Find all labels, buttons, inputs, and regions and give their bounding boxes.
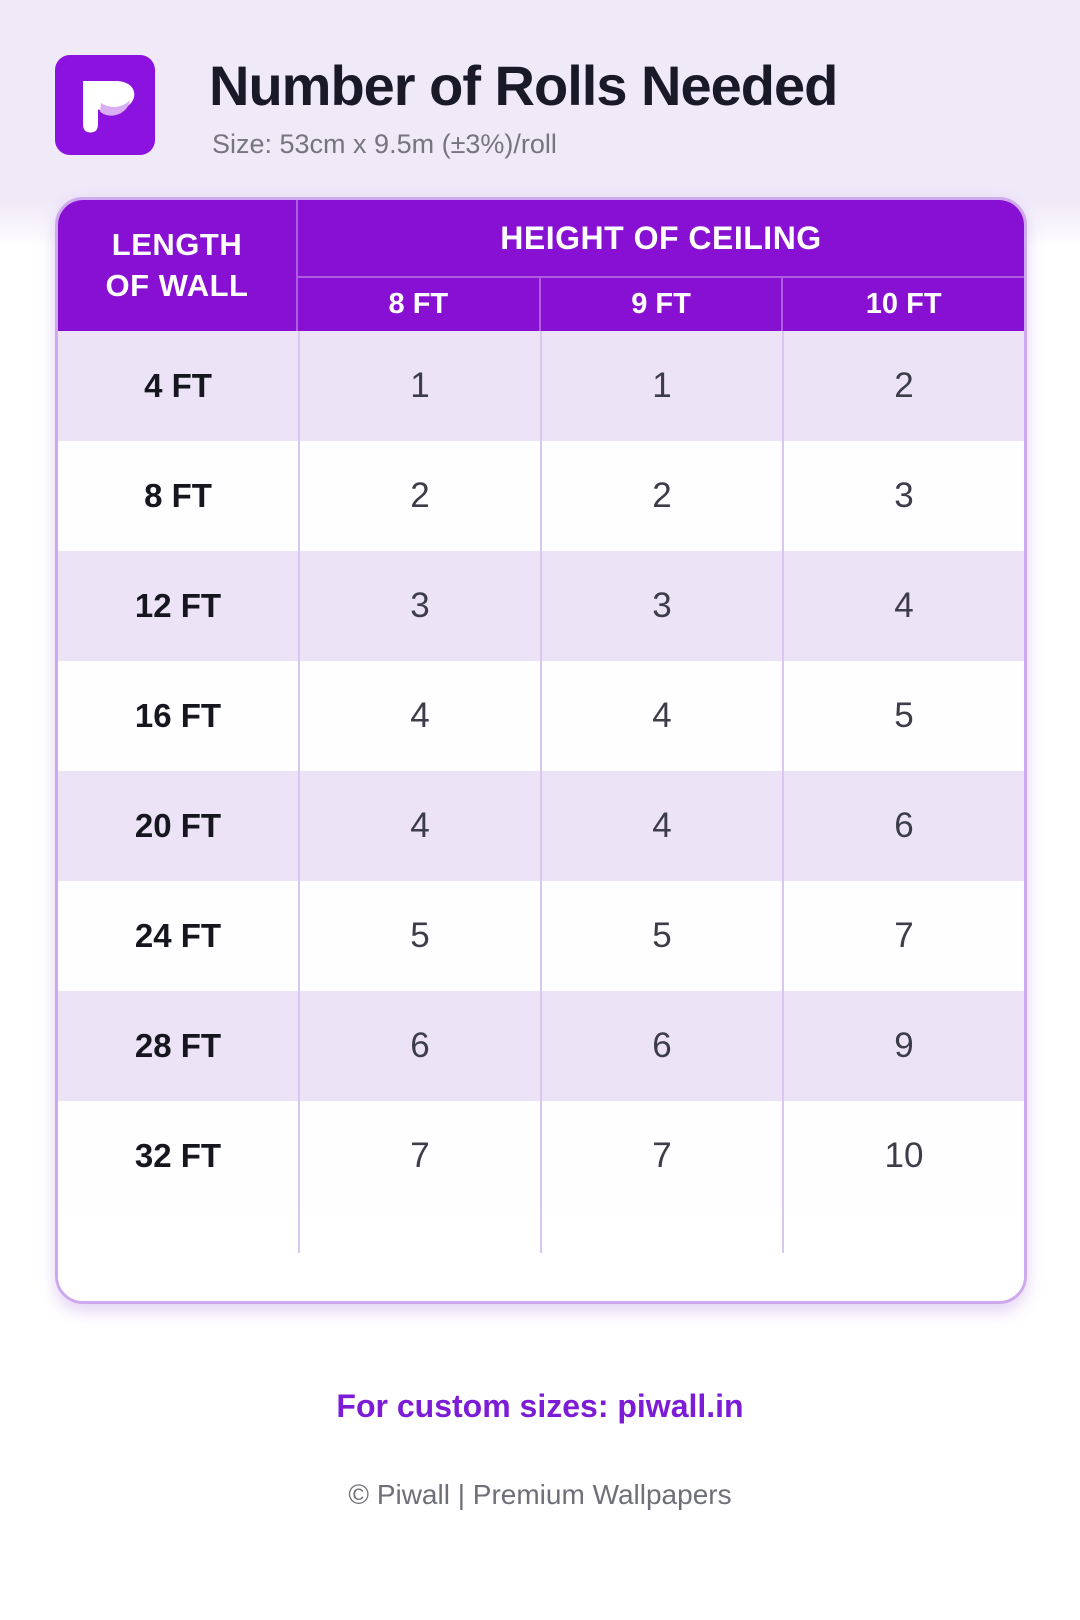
- copyright: © Piwall | Premium Wallpapers: [348, 1479, 732, 1510]
- ceiling-header-group: HEIGHT OF CEILING 8 FT 9 FT 10 FT: [298, 200, 1024, 331]
- cell-value: 4: [540, 771, 782, 881]
- cell-value: 2: [782, 331, 1024, 441]
- row-label: 4 FT: [144, 367, 212, 404]
- cell-value: 7: [782, 881, 1024, 991]
- table-row: 32 FT 7 7 10: [58, 1101, 1024, 1211]
- row-label: 8 FT: [144, 477, 212, 514]
- header: Number of Rolls Needed Size: 53cm x 9.5m…: [0, 0, 1080, 159]
- corner-header-line2: OF WALL: [105, 267, 249, 303]
- col-header-8ft: 8 FT: [388, 288, 449, 320]
- row-label: 32 FT: [134, 1137, 222, 1174]
- row-label: 24 FT: [134, 917, 222, 954]
- cell-value: 5: [540, 881, 782, 991]
- row-label: 20 FT: [134, 807, 222, 844]
- cell-value: 6: [298, 991, 540, 1101]
- corner-header-length-of-wall: LENGTH OF WALL: [58, 200, 298, 331]
- cell-value: 9: [782, 991, 1024, 1101]
- cell-value: 4: [298, 771, 540, 881]
- footer: For custom sizes: piwall.in © Piwall | P…: [0, 1388, 1080, 1511]
- table-row: 8 FT 2 2 3: [58, 441, 1024, 551]
- cell-value: 6: [540, 991, 782, 1101]
- cell-value: 5: [298, 881, 540, 991]
- row-label: 28 FT: [134, 1027, 222, 1064]
- table-header: LENGTH OF WALL HEIGHT OF CEILING 8 FT 9 …: [58, 200, 1024, 331]
- table-row: 28 FT 6 6 9: [58, 991, 1024, 1101]
- piwall-p-icon: [83, 81, 135, 133]
- table-row: 4 FT 1 1 2: [58, 331, 1024, 441]
- cell-value: 2: [298, 441, 540, 551]
- page-title: Number of Rolls Needed: [209, 54, 838, 117]
- cell-value: 3: [782, 441, 1024, 551]
- row-label: 16 FT: [134, 697, 222, 734]
- divider: [298, 1211, 540, 1253]
- cell-value: 1: [298, 331, 540, 441]
- cell-value: 10: [782, 1101, 1024, 1211]
- cell-value: 4: [298, 661, 540, 771]
- cell-value: 4: [782, 551, 1024, 661]
- cell-value: 7: [298, 1101, 540, 1211]
- table-footer-spacer: [58, 1211, 1024, 1301]
- cell-value: 5: [782, 661, 1024, 771]
- table-body: 4 FT 1 1 2 8 FT 2 2 3 12 FT 3 3 4 16 FT …: [58, 331, 1024, 1301]
- ceiling-subheaders: 8 FT 9 FT 10 FT: [298, 278, 1024, 331]
- piwall-logo: [55, 55, 155, 155]
- header-text: Number of Rolls Needed Size: 53cm x 9.5m…: [209, 54, 838, 160]
- page-subtitle: Size: 53cm x 9.5m (±3%)/roll: [212, 129, 557, 160]
- cell-value: 4: [540, 661, 782, 771]
- cell-value: 1: [540, 331, 782, 441]
- cell-value: 2: [540, 441, 782, 551]
- row-label: 12 FT: [134, 587, 222, 624]
- divider: [58, 1211, 298, 1301]
- custom-sizes-link[interactable]: For custom sizes: piwall.in: [336, 1388, 744, 1424]
- divider: [540, 1211, 782, 1253]
- divider: [782, 1211, 1024, 1253]
- group-header-height-of-ceiling: HEIGHT OF CEILING: [298, 200, 1024, 278]
- col-header-9ft: 9 FT: [538, 278, 782, 331]
- table-row: 24 FT 5 5 7: [58, 881, 1024, 991]
- corner-header-line1: LENGTH: [111, 226, 243, 262]
- cell-value: 6: [782, 771, 1024, 881]
- rolls-table: LENGTH OF WALL HEIGHT OF CEILING 8 FT 9 …: [55, 197, 1027, 1304]
- table-row: 16 FT 4 4 5: [58, 661, 1024, 771]
- table-row: 12 FT 3 3 4: [58, 551, 1024, 661]
- cell-value: 7: [540, 1101, 782, 1211]
- table-row: 20 FT 4 4 6: [58, 771, 1024, 881]
- cell-value: 3: [298, 551, 540, 661]
- col-header-10ft: 10 FT: [781, 278, 1024, 331]
- cell-value: 3: [540, 551, 782, 661]
